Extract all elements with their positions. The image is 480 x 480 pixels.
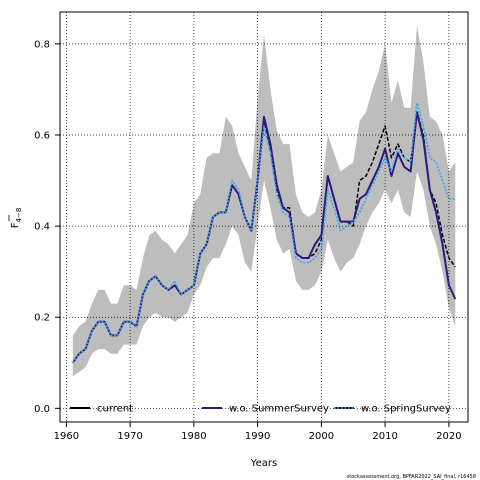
footnote: stockassessment.org, BPFAR2022_SAI_final… xyxy=(347,474,476,480)
y-axis-title: F4−8 xyxy=(8,208,23,229)
x-tick-label: 1970 xyxy=(117,431,142,442)
plot-area xyxy=(59,11,469,423)
x-tick-label: 2000 xyxy=(309,431,334,442)
y-axis-title-sub: 4−8 xyxy=(15,208,23,223)
x-tick-label: 2020 xyxy=(436,431,461,442)
y-tick-label: 0.2 xyxy=(34,313,50,324)
y-tick-label: 0.0 xyxy=(34,404,50,415)
legend-label: w.o. SpringSurvey xyxy=(361,404,451,415)
legend-label: w.o. SummerSurvey xyxy=(229,404,329,415)
x-axis: 1960 1970 1980 1990 2000 2010 2020 xyxy=(54,421,462,442)
y-tick-label: 0.6 xyxy=(34,131,50,142)
series-line-w-o-springsurvey xyxy=(72,102,456,364)
x-axis-title: Years xyxy=(250,458,277,469)
x-tick-label: 2010 xyxy=(372,431,397,442)
legend-label: current xyxy=(97,404,133,415)
y-tick-label: 0.8 xyxy=(34,39,50,50)
y-tick-label: 0.4 xyxy=(34,222,50,233)
y-axis-title-main: F xyxy=(10,222,21,228)
x-tick-label: 1990 xyxy=(245,431,270,442)
legend: current w.o. SummerSurvey w.o. SpringSurve… xyxy=(70,404,451,415)
series-layer xyxy=(71,102,457,364)
y-axis: 0.0 0.2 0.4 0.6 0.8 xyxy=(34,39,60,415)
grid-layer xyxy=(60,12,468,422)
x-tick-label: 1960 xyxy=(54,431,79,442)
svg-text:F4−8: F4−8 xyxy=(10,208,23,229)
x-tick-label: 1980 xyxy=(181,431,206,442)
